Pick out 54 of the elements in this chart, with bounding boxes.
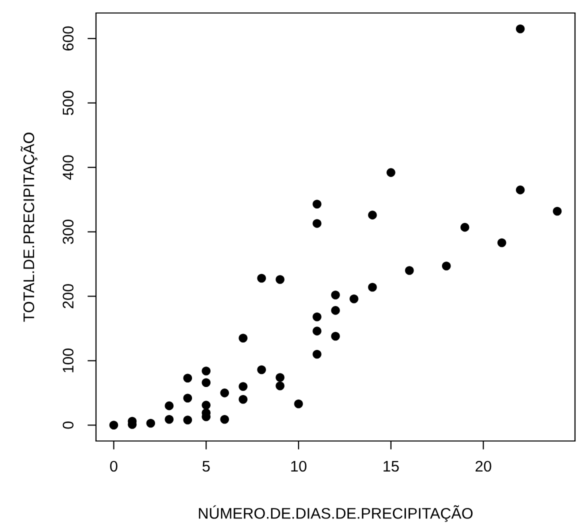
point [257,274,266,283]
point [220,414,230,424]
point [238,382,248,391]
x-tick-label: 0 [110,460,118,472]
point [164,414,174,424]
y-tick-label: 400 [62,155,74,180]
y-tick-label: 0 [62,421,74,429]
point [312,200,322,209]
point [516,24,525,34]
x-tick-label: 15 [384,461,399,472]
point [202,400,211,410]
point [368,210,377,220]
point [276,373,284,382]
point [109,420,118,430]
point [202,366,211,376]
point [552,206,562,216]
x-tick-label: 20 [476,460,492,472]
point [386,168,396,177]
point [331,332,340,341]
point [183,416,192,424]
point [312,219,322,228]
point [183,374,192,382]
point [146,418,156,428]
y-tick-label: 200 [62,284,74,308]
x-tick-label: 5 [202,461,210,472]
point [183,394,192,402]
point [276,381,284,390]
point [202,378,211,388]
point [312,350,322,359]
point [238,394,248,404]
x-axis-title: NÚMERO.DE.DIAS.DE.PRECIPITAÇÃO [198,505,473,522]
point [312,312,322,322]
y-tick-label: 600 [62,26,74,50]
point [257,365,266,374]
point [312,326,322,336]
y-axis-title: TOTAL.DE.PRECIPITAÇÃO [20,132,38,322]
point [276,275,284,284]
point [497,238,506,248]
point [442,262,451,270]
point [238,334,248,343]
point [350,294,358,304]
y-tick-label: 300 [62,220,74,244]
point [331,290,340,300]
y-tick-label: 100 [62,348,74,372]
point [220,388,230,398]
point [164,401,174,410]
point [294,399,303,408]
point [460,222,470,232]
point [516,186,525,194]
point [368,282,377,292]
point [405,266,414,275]
point [331,306,340,315]
y-tick-label: 500 [62,90,74,116]
x-tick-label: 10 [291,460,306,472]
